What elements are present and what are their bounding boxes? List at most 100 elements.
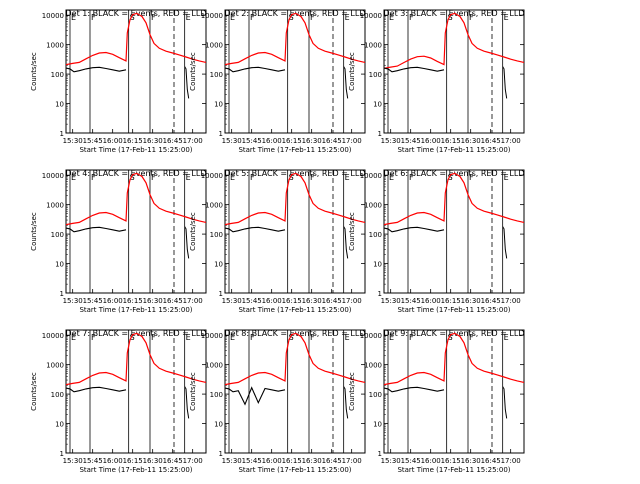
x-tick-label: 17:00 xyxy=(183,137,203,145)
y-tick-label: 10 xyxy=(373,421,382,429)
attenuator-marker-letter: F xyxy=(91,333,96,342)
y-tick-label: 10000 xyxy=(42,332,64,340)
events-series-tail xyxy=(184,66,190,99)
x-tick-label: 16:45 xyxy=(163,457,183,465)
y-tick-label: 1000 xyxy=(46,202,64,210)
x-axis-label: Start Time (17-Feb-11 15:25:00) xyxy=(238,306,351,314)
x-tick-label: 15:30 xyxy=(63,137,83,145)
attenuator-marker-letter: E xyxy=(389,13,394,22)
plot-frame xyxy=(65,329,207,454)
y-tick-label: 10 xyxy=(55,261,64,269)
attenuator-marker-letter: F xyxy=(250,13,255,22)
y-axis-label: Counts/sec xyxy=(189,212,197,251)
plot-frame xyxy=(383,169,525,294)
events-series-tail xyxy=(502,66,508,99)
lld-series-line xyxy=(224,172,366,226)
x-axis-label: Start Time (17-Feb-11 15:25:00) xyxy=(79,466,192,474)
attenuator-marker-letter: E xyxy=(345,13,350,22)
x-tick-label: 16:00 xyxy=(103,457,123,465)
x-tick-label: 15:45 xyxy=(242,297,262,305)
panel-det-5: Det 5: BLACK = Events, RED = LLD11010010… xyxy=(189,169,366,314)
y-tick-label: 10 xyxy=(214,421,223,429)
y-tick-label: 1000 xyxy=(364,362,382,370)
panel-det-4: Det 4: BLACK = Events, RED = LLD11010010… xyxy=(30,169,207,314)
events-series-line xyxy=(224,226,286,233)
x-tick-label: 17:00 xyxy=(183,457,203,465)
y-tick-label: 1 xyxy=(60,450,64,458)
x-tick-label: 17:00 xyxy=(342,137,362,145)
events-series-line xyxy=(383,66,445,73)
y-tick-label: 1000 xyxy=(205,362,223,370)
events-series-tail xyxy=(184,226,190,259)
attenuator-marker-letter: F xyxy=(151,333,156,342)
x-tick-label: 15:30 xyxy=(381,137,401,145)
x-tick-label: 16:00 xyxy=(421,137,441,145)
attenuator-marker-letter: E xyxy=(186,333,191,342)
attenuator-marker-letter: S xyxy=(130,13,135,22)
attenuator-marker-letter: E xyxy=(389,173,394,182)
y-tick-label: 100 xyxy=(369,231,382,239)
y-tick-label: 10000 xyxy=(360,12,382,20)
x-tick-label: 16:15 xyxy=(123,297,143,305)
x-tick-label: 16:30 xyxy=(143,297,163,305)
y-tick-label: 10 xyxy=(55,421,64,429)
x-axis-label: Start Time (17-Feb-11 15:25:00) xyxy=(397,146,510,154)
events-series-tail xyxy=(343,386,349,419)
attenuator-marker-letter: F xyxy=(469,13,474,22)
y-tick-label: 1 xyxy=(219,290,223,298)
y-tick-label: 10000 xyxy=(201,12,223,20)
y-tick-label: 10 xyxy=(373,261,382,269)
y-tick-label: 100 xyxy=(369,391,382,399)
attenuator-marker-letter: F xyxy=(91,13,96,22)
attenuator-marker-letter: F xyxy=(91,173,96,182)
attenuator-marker-letter: F xyxy=(409,173,414,182)
lld-series-line xyxy=(383,12,525,69)
y-tick-label: 100 xyxy=(210,71,223,79)
attenuator-marker-letter: S xyxy=(130,173,135,182)
attenuator-marker-letter: S xyxy=(448,173,453,182)
y-tick-label: 10000 xyxy=(360,172,382,180)
x-tick-label: 16:15 xyxy=(441,297,461,305)
x-tick-label: 15:45 xyxy=(401,297,421,305)
x-tick-label: 16:30 xyxy=(461,137,481,145)
attenuator-marker-letter: E xyxy=(71,13,76,22)
x-tick-label: 15:45 xyxy=(83,297,103,305)
lld-series-line xyxy=(224,12,366,66)
attenuator-marker-letter: E xyxy=(230,333,235,342)
y-tick-label: 10000 xyxy=(360,332,382,340)
x-tick-label: 16:00 xyxy=(262,137,282,145)
y-tick-label: 1000 xyxy=(364,202,382,210)
events-series-line xyxy=(224,66,286,73)
x-tick-label: 15:30 xyxy=(222,297,242,305)
attenuator-marker-letter: F xyxy=(409,13,414,22)
lld-series-line xyxy=(65,332,207,386)
x-axis-label: Start Time (17-Feb-11 15:25:00) xyxy=(397,306,510,314)
x-tick-label: 16:30 xyxy=(143,457,163,465)
attenuator-marker-letter: E xyxy=(389,333,394,342)
y-axis-label: Counts/sec xyxy=(30,372,38,411)
panel-det-3: Det 3: BLACK = Events, RED = LLD11010010… xyxy=(348,9,525,154)
plot-frame xyxy=(65,9,207,134)
y-tick-label: 100 xyxy=(51,391,64,399)
attenuator-marker-letter: F xyxy=(409,333,414,342)
panel-det-8: Det 8: BLACK = Events, RED = LLD11010010… xyxy=(189,329,366,474)
x-tick-label: 15:30 xyxy=(63,297,83,305)
attenuator-marker-letter: E xyxy=(230,173,235,182)
x-axis-label: Start Time (17-Feb-11 15:25:00) xyxy=(79,146,192,154)
attenuator-marker-letter: F xyxy=(469,173,474,182)
x-tick-label: 16:15 xyxy=(123,137,143,145)
x-tick-label: 16:30 xyxy=(461,297,481,305)
y-tick-label: 100 xyxy=(210,231,223,239)
x-tick-label: 15:30 xyxy=(222,457,242,465)
x-axis-label: Start Time (17-Feb-11 15:25:00) xyxy=(397,466,510,474)
x-axis-label: Start Time (17-Feb-11 15:25:00) xyxy=(238,146,351,154)
lld-series-line xyxy=(65,172,207,226)
panel-det-9: Det 9: BLACK = Events, RED = LLD11010010… xyxy=(348,329,525,474)
x-tick-label: 16:45 xyxy=(481,137,501,145)
x-tick-label: 16:45 xyxy=(163,137,183,145)
x-tick-label: 17:00 xyxy=(342,297,362,305)
events-series-tail xyxy=(502,226,508,259)
panel-det-6: Det 6: BLACK = Events, RED = LLD11010010… xyxy=(348,169,525,314)
x-tick-label: 16:15 xyxy=(282,297,302,305)
